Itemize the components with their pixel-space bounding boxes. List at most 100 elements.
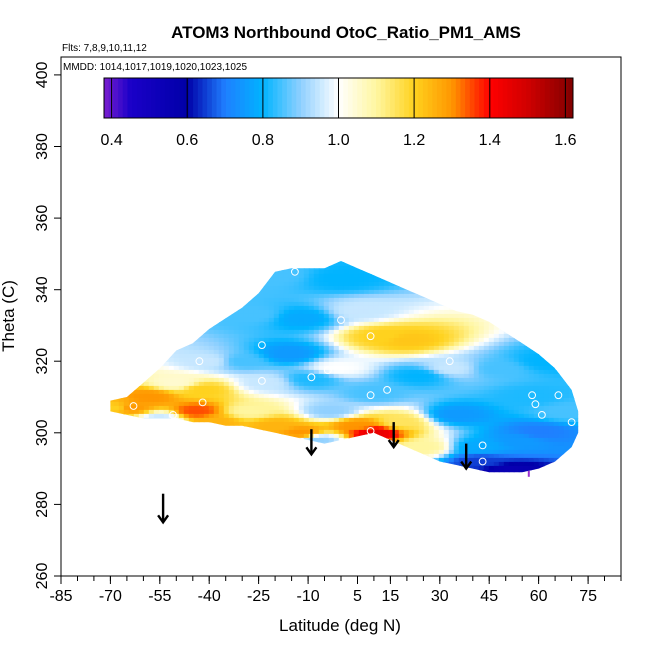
heatmap-cell	[229, 474, 235, 479]
heatmap-cell	[403, 309, 410, 315]
heatmap-cell	[233, 273, 240, 279]
heatmap-cell	[253, 417, 260, 423]
heatmap-cell	[468, 325, 475, 331]
heatmap-cell	[343, 445, 350, 451]
heatmap-cell	[359, 254, 365, 259]
heatmap-cell	[288, 353, 295, 359]
heatmap-cell	[298, 409, 305, 415]
heatmap-cell	[253, 317, 260, 323]
heatmap-cell	[183, 301, 190, 307]
heatmap-cell	[258, 405, 265, 411]
heatmap-cell	[228, 273, 235, 279]
heatmap-cell	[143, 417, 150, 423]
heatmap-cell	[468, 433, 475, 439]
heatmap-cell	[463, 397, 470, 403]
heatmap-cell	[443, 417, 450, 423]
heatmap-cell	[268, 417, 275, 423]
heatmap-cell	[409, 254, 415, 259]
heatmap-cell	[278, 293, 285, 299]
heatmap-cell	[444, 478, 450, 483]
heatmap-cell	[253, 297, 260, 303]
heatmap-cell	[458, 265, 465, 271]
heatmap-cell	[153, 429, 160, 435]
heatmap-cell	[248, 405, 255, 411]
heatmap-cell	[488, 373, 495, 379]
heatmap-cell	[458, 433, 465, 439]
heatmap-cell	[373, 265, 380, 271]
heatmap-cell	[163, 401, 170, 407]
heatmap-cell	[158, 333, 165, 339]
heatmap-cell	[503, 309, 510, 315]
heatmap-cell	[113, 421, 120, 427]
heatmap-cell	[298, 289, 305, 295]
heatmap-cell	[173, 433, 180, 439]
heatmap-cell	[473, 265, 480, 271]
heatmap-cell	[293, 357, 300, 363]
heatmap-cell	[338, 369, 345, 375]
heatmap-cell	[378, 373, 385, 379]
heatmap-cell	[278, 353, 285, 359]
heatmap-cell	[243, 369, 250, 375]
heatmap-cell	[313, 309, 320, 315]
heatmap-cell	[403, 265, 410, 271]
heatmap-cell	[528, 261, 535, 267]
heatmap-cell	[373, 393, 380, 399]
heatmap-cell	[133, 437, 140, 443]
heatmap-cell	[364, 474, 370, 479]
heatmap-cell	[110, 345, 115, 351]
heatmap-cell	[168, 445, 175, 451]
heatmap-cell	[368, 273, 375, 279]
heatmap-cell	[468, 357, 475, 363]
heatmap-cell	[463, 429, 470, 435]
heatmap-cell	[403, 345, 410, 351]
heatmap-cell	[498, 393, 505, 399]
heatmap-cell	[223, 381, 230, 387]
heatmap-cell	[223, 433, 230, 439]
heatmap-cell	[248, 261, 255, 263]
heatmap-cell	[158, 377, 165, 383]
heatmap-cell	[468, 297, 475, 303]
heatmap-cell	[223, 393, 230, 399]
heatmap-cell	[343, 265, 350, 271]
heatmap-cell	[143, 265, 150, 271]
heatmap-cell	[398, 465, 405, 471]
heatmap-cell	[478, 261, 485, 263]
heatmap-cell	[508, 349, 515, 355]
heatmap-cell	[153, 277, 160, 283]
heatmap-cell	[118, 357, 125, 363]
heatmap-cell	[403, 425, 410, 431]
heatmap-cell	[474, 482, 480, 487]
heatmap-cell	[518, 381, 525, 387]
heatmap-cell	[453, 429, 460, 435]
heatmap-cell	[223, 437, 230, 443]
heatmap-cell	[123, 269, 130, 275]
heatmap-cell	[213, 261, 220, 263]
heatmap-cell	[348, 345, 355, 351]
heatmap-cell	[483, 281, 490, 287]
heatmap-cell	[178, 449, 185, 455]
heatmap-cell	[288, 393, 295, 399]
heatmap-cell	[153, 465, 160, 471]
heatmap-cell	[348, 301, 355, 307]
heatmap-cell	[363, 273, 370, 279]
heatmap-cell	[458, 385, 465, 391]
heatmap-cell	[268, 389, 275, 395]
heatmap-cell	[253, 421, 260, 427]
heatmap-cell	[373, 341, 380, 347]
heatmap-cell	[158, 389, 165, 395]
heatmap-cell	[528, 421, 535, 427]
heatmap-cell	[173, 465, 180, 471]
heatmap-cell	[268, 309, 275, 315]
heatmap-cell	[433, 389, 440, 395]
heatmap-cell	[443, 425, 450, 431]
heatmap-cell	[503, 469, 510, 473]
heatmap-cell	[488, 405, 495, 411]
heatmap-cell	[478, 285, 485, 291]
heatmap-cell	[268, 413, 275, 419]
heatmap-cell	[423, 301, 430, 307]
heatmap-cell	[148, 429, 155, 435]
heatmap-cell	[288, 301, 295, 307]
heatmap-cell	[363, 293, 370, 299]
heatmap-cell	[373, 273, 380, 279]
heatmap-cell	[228, 269, 235, 275]
